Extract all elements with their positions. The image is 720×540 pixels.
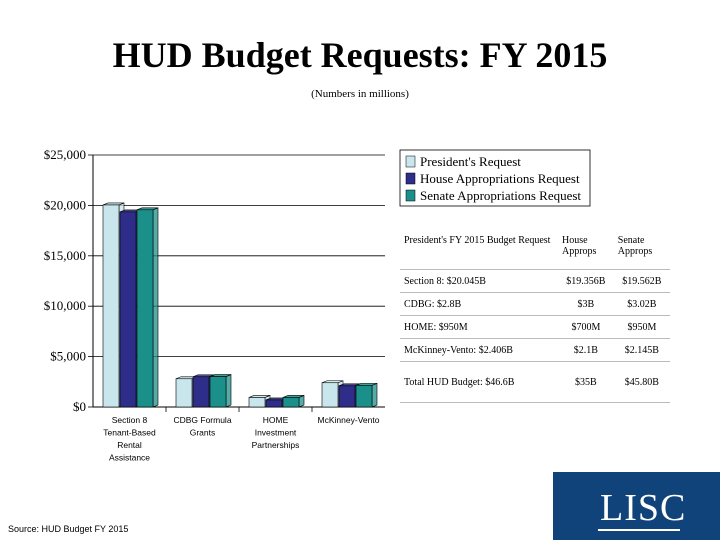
table-cell: $2.145B	[613, 338, 670, 362]
y-tick-label: $15,000	[44, 248, 86, 263]
bar	[102, 204, 120, 408]
lisc-logo	[553, 472, 720, 540]
bar	[355, 385, 373, 408]
table-row: CDBG: $2.8B $3B $3.02B	[400, 292, 670, 316]
bar	[192, 376, 210, 408]
legend-box	[399, 149, 591, 207]
x-tick-label-line: McKinney-Vento	[318, 415, 380, 425]
lisc-logo-rule	[598, 529, 680, 531]
y-tick-label: $25,000	[44, 147, 86, 162]
table-cell: Section 8: $20.045B	[400, 269, 558, 293]
bar-side	[152, 207, 159, 408]
bar-side	[371, 382, 378, 408]
bar	[248, 397, 266, 408]
x-tick-label: CDBG Formula Grants	[173, 415, 231, 438]
x-tick-label-line: Rental	[117, 440, 142, 450]
table-header-cell: Senate Approps	[613, 233, 670, 270]
y-tick-label: $10,000	[44, 298, 86, 313]
table-cell: $45.80B	[613, 361, 670, 403]
legend-entry: House Appropriations Request	[420, 171, 580, 186]
table-cell: $35B	[558, 361, 614, 403]
table-cell: HOME: $950M	[400, 315, 558, 339]
table-cell: $700M	[558, 315, 614, 339]
source-note: Source: HUD Budget FY 2015	[8, 524, 129, 534]
table-cell: McKinney-Vento: $2.406B	[400, 338, 558, 362]
table-row: Total HUD Budget: $46.6B $35B $45.80B	[400, 361, 670, 403]
legend-swatch	[405, 189, 416, 202]
y-tick-label: $0	[73, 399, 86, 414]
x-tick-label-line: CDBG Formula	[173, 415, 231, 425]
x-tick-label-line: HOME	[263, 415, 289, 425]
table-header-cell: President's FY 2015 Budget Request	[400, 233, 558, 270]
legend-swatch	[405, 155, 416, 168]
table-header-row: President's FY 2015 Budget Request House…	[400, 233, 670, 270]
legend-entry: Senate Appropriations Request	[420, 188, 581, 203]
bar	[265, 399, 283, 408]
x-tick-label: Section 8 Tenant-Based Rental Assistance	[103, 415, 156, 463]
y-tick-label: $20,000	[44, 197, 86, 212]
bar	[282, 397, 300, 408]
table-row: McKinney-Vento: $2.406B $2.1B $2.145B	[400, 338, 670, 362]
table-cell: Total HUD Budget: $46.6B	[400, 361, 558, 403]
x-tick-label-line: Grants	[190, 428, 216, 438]
table-cell: $19.562B	[613, 269, 670, 293]
table-cell: $2.1B	[558, 338, 614, 362]
x-tick-label-line: Assistance	[109, 453, 150, 463]
bar	[175, 378, 193, 408]
legend-entry: President's Request	[420, 154, 521, 169]
x-tick-label-line: Tenant-Based	[103, 428, 156, 438]
table-row: Section 8: $20.045B $19.356B $19.562B	[400, 269, 670, 293]
y-tick-label: $5,000	[50, 349, 86, 364]
table-cell: $3B	[558, 292, 614, 316]
table-header-cell: House Approps	[558, 233, 614, 270]
x-tick-label-line: Section 8	[112, 415, 148, 425]
x-tick-label: HOME Investment Partnerships	[252, 415, 300, 450]
bar	[119, 211, 137, 408]
x-tick-label: McKinney-Vento	[318, 415, 380, 425]
table-cell: CDBG: $2.8B	[400, 292, 558, 316]
legend-swatch	[405, 172, 416, 185]
table-cell: $3.02B	[613, 292, 670, 316]
bar	[321, 382, 339, 408]
lisc-logo-text: LISC	[600, 487, 687, 529]
bar	[338, 385, 356, 408]
table-row: HOME: $950M $700M $950M	[400, 315, 670, 339]
table-cell: $19.356B	[558, 269, 614, 293]
bar	[209, 376, 227, 408]
page-title: HUD Budget Requests: FY 2015	[112, 35, 608, 75]
x-tick-label-line: Investment	[255, 428, 297, 438]
bar	[136, 209, 154, 408]
budget-table: President's FY 2015 Budget Request House…	[400, 233, 670, 403]
x-tick-label-line: Partnerships	[252, 440, 300, 450]
bar-side	[225, 374, 232, 408]
table-cell: $950M	[613, 315, 670, 339]
page-subtitle: (Numbers in millions)	[311, 88, 409, 100]
